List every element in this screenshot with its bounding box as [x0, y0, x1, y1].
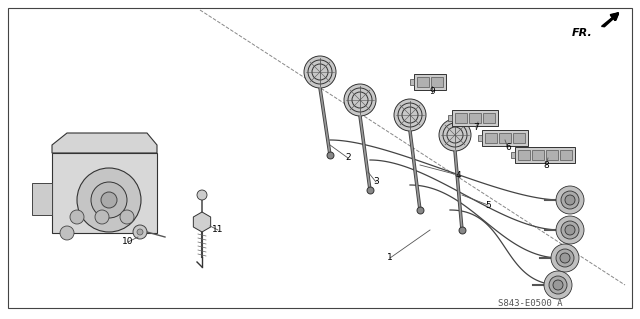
Circle shape	[137, 229, 143, 235]
Text: 11: 11	[212, 226, 224, 234]
Circle shape	[312, 64, 328, 80]
Circle shape	[70, 210, 84, 224]
Circle shape	[60, 226, 74, 240]
Text: FR.: FR.	[572, 28, 593, 38]
Bar	[469, 113, 481, 123]
Circle shape	[394, 99, 426, 131]
Bar	[532, 150, 544, 160]
Bar	[32, 183, 52, 215]
Polygon shape	[193, 212, 211, 232]
Text: 5: 5	[485, 201, 491, 210]
Circle shape	[348, 88, 372, 112]
Bar	[52, 153, 157, 233]
Bar	[485, 133, 497, 143]
Circle shape	[565, 195, 575, 205]
Bar	[452, 110, 498, 126]
Circle shape	[439, 119, 471, 151]
Circle shape	[308, 60, 332, 84]
Circle shape	[304, 56, 336, 88]
Circle shape	[120, 210, 134, 224]
Circle shape	[549, 276, 567, 294]
Text: 8: 8	[543, 160, 549, 169]
Text: S843-E0500 A: S843-E0500 A	[498, 300, 563, 308]
Circle shape	[544, 271, 572, 299]
Bar	[414, 74, 446, 90]
Circle shape	[553, 280, 563, 290]
Bar	[513, 133, 525, 143]
Bar	[518, 150, 530, 160]
Circle shape	[95, 210, 109, 224]
Bar	[515, 147, 575, 163]
Bar	[410, 79, 414, 85]
Circle shape	[561, 191, 579, 209]
Circle shape	[133, 225, 147, 239]
Circle shape	[443, 123, 467, 147]
Text: 7: 7	[473, 123, 479, 132]
Circle shape	[561, 221, 579, 239]
Bar	[431, 77, 443, 87]
Circle shape	[344, 84, 376, 116]
Bar	[546, 150, 558, 160]
Circle shape	[197, 190, 207, 200]
Bar	[560, 150, 572, 160]
Text: 6: 6	[505, 144, 511, 152]
Bar	[499, 133, 511, 143]
Text: 2: 2	[345, 153, 351, 162]
Polygon shape	[52, 133, 157, 153]
Bar	[455, 113, 467, 123]
Circle shape	[551, 244, 579, 272]
Circle shape	[560, 253, 570, 263]
Circle shape	[556, 186, 584, 214]
Circle shape	[352, 92, 368, 108]
Text: 4: 4	[455, 170, 461, 180]
Circle shape	[565, 225, 575, 235]
Circle shape	[91, 182, 127, 218]
Bar	[448, 115, 452, 121]
Text: 10: 10	[122, 238, 134, 247]
Circle shape	[101, 192, 117, 208]
Text: 9: 9	[429, 87, 435, 97]
Circle shape	[556, 249, 574, 267]
Bar	[478, 135, 482, 141]
Bar	[483, 113, 495, 123]
Circle shape	[77, 168, 141, 232]
Bar	[482, 130, 528, 146]
Bar	[511, 152, 515, 158]
Text: 3: 3	[373, 177, 379, 187]
Circle shape	[398, 103, 422, 127]
Circle shape	[447, 127, 463, 143]
Text: 1: 1	[387, 254, 393, 263]
Circle shape	[402, 107, 418, 123]
Bar	[417, 77, 429, 87]
Circle shape	[556, 216, 584, 244]
